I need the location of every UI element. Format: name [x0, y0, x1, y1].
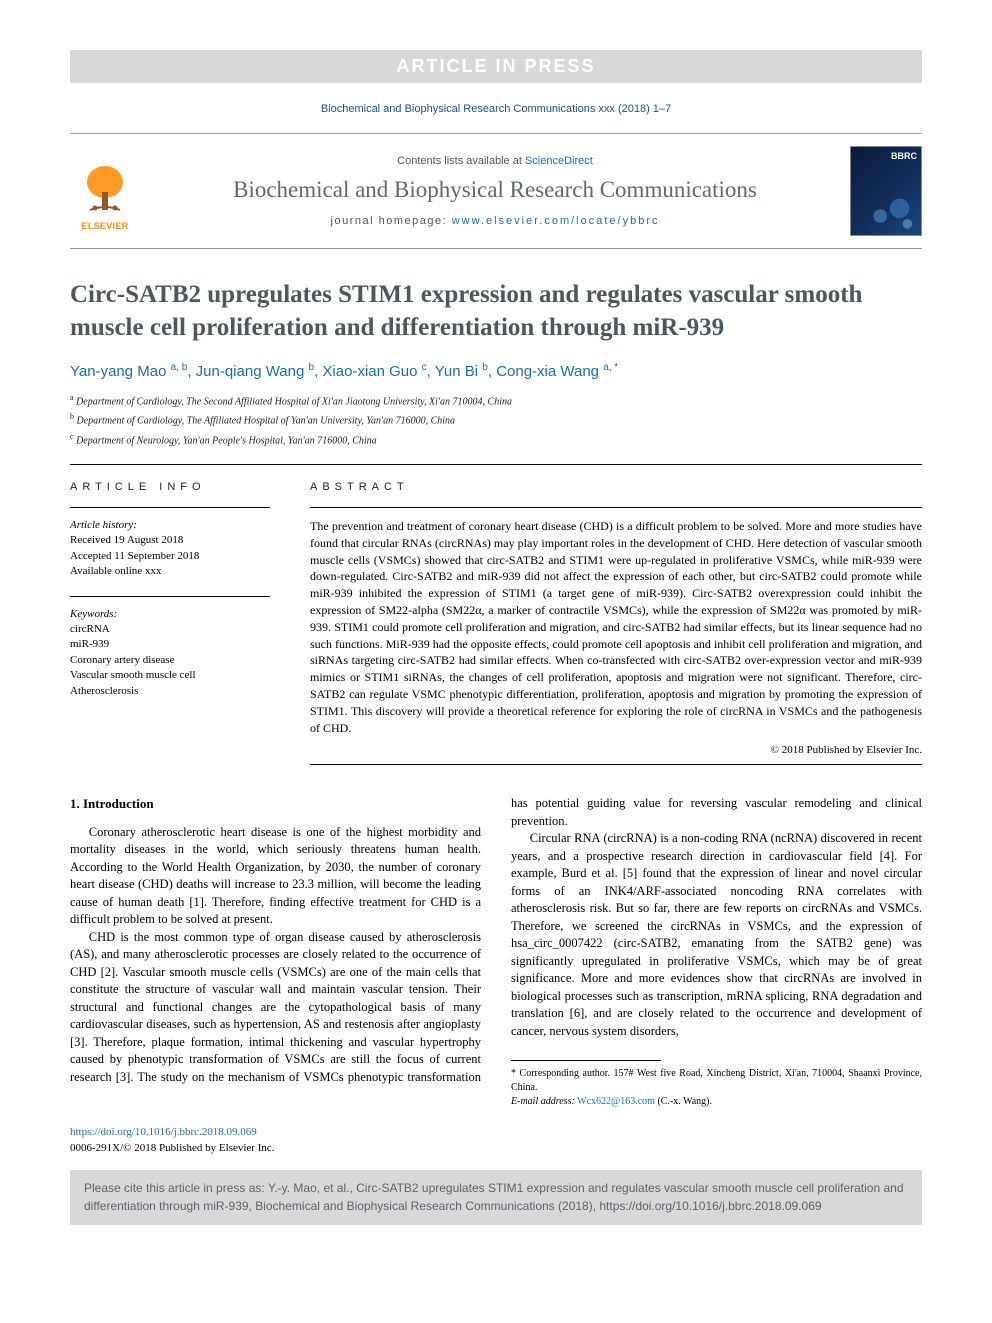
affil-mark: b	[70, 412, 74, 421]
author-name[interactable]: Cong-xia Wang	[496, 363, 599, 380]
elsevier-wordmark: ELSEVIER	[82, 221, 129, 231]
author-name[interactable]: Yan-yang Mao	[70, 363, 166, 380]
info-abstract-row: ARTICLE INFO Article history: Received 1…	[70, 481, 922, 765]
keyword: Atherosclerosis	[70, 684, 270, 699]
affil-text: Department of Cardiology, The Affiliated…	[77, 416, 456, 427]
article-in-press-banner: ARTICLE IN PRESS	[70, 50, 922, 83]
accepted-date: Accepted 11 September 2018	[70, 549, 270, 564]
issn-copyright: 0006-291X/© 2018 Published by Elsevier I…	[70, 1142, 275, 1154]
affiliation: b Department of Cardiology, The Affiliat…	[70, 411, 922, 428]
body-paragraph: Coronary atherosclerotic heart disease i…	[70, 824, 481, 929]
affil-mark: c	[70, 432, 74, 441]
abstract-text: The prevention and treatment of coronary…	[310, 507, 922, 736]
homepage-prefix: journal homepage:	[331, 215, 452, 227]
journal-name: Biochemical and Biophysical Research Com…	[158, 177, 832, 203]
author-mark: c	[422, 362, 427, 373]
available-online: Available online xxx	[70, 564, 270, 579]
article-title: Circ-SATB2 upregulates STIM1 expression …	[70, 279, 922, 344]
journal-masthead: ELSEVIER Contents lists available at Sci…	[70, 133, 922, 249]
author-mark: b	[482, 362, 488, 373]
author-mark: a, *	[603, 362, 618, 373]
body-text: 1. Introduction Coronary atherosclerotic…	[70, 795, 922, 1109]
journal-cover-thumbnail: BBRC	[850, 146, 922, 236]
keyword: Coronary artery disease	[70, 653, 270, 668]
keywords-label: Keywords:	[70, 607, 270, 622]
keywords-block: Keywords: circRNA miR-939 Coronary arter…	[70, 596, 270, 699]
journal-homepage-link[interactable]: www.elsevier.com/locate/ybbrc	[452, 215, 660, 227]
affil-text: Department of Cardiology, The Second Aff…	[76, 396, 512, 407]
email-link[interactable]: Wcx622@163.com	[577, 1096, 655, 1107]
reference-line: Biochemical and Biophysical Research Com…	[70, 103, 922, 115]
affil-mark: a	[70, 393, 74, 402]
sciencedirect-link[interactable]: ScienceDirect	[525, 155, 593, 167]
author-name[interactable]: Xiao-xian Guo	[322, 363, 417, 380]
email-suffix: (C.-x. Wang).	[657, 1096, 712, 1107]
cover-art-icon	[851, 148, 921, 236]
doi-link[interactable]: https://doi.org/10.1016/j.bbrc.2018.09.0…	[70, 1126, 257, 1138]
abstract-copyright: © 2018 Published by Elsevier Inc.	[310, 744, 922, 756]
keyword: circRNA	[70, 622, 270, 637]
author-name[interactable]: Jun-qiang Wang	[196, 363, 305, 380]
affiliation: c Department of Neurology, Yan'an People…	[70, 431, 922, 448]
keyword: miR-939	[70, 637, 270, 652]
received-date: Received 19 August 2018	[70, 533, 270, 548]
doi-block: https://doi.org/10.1016/j.bbrc.2018.09.0…	[70, 1125, 922, 1156]
introduction-heading: 1. Introduction	[70, 795, 481, 813]
abstract-heading: ABSTRACT	[310, 481, 922, 493]
abstract-column: ABSTRACT The prevention and treatment of…	[310, 481, 922, 765]
journal-homepage-line: journal homepage: www.elsevier.com/locat…	[158, 215, 832, 227]
footnote-separator	[511, 1060, 661, 1061]
author-name[interactable]: Yun Bi	[435, 363, 478, 380]
article-info-heading: ARTICLE INFO	[70, 481, 270, 493]
corresponding-footnote: * Corresponding author. 157# West five R…	[511, 1067, 922, 1095]
contents-prefix: Contents lists available at	[397, 155, 525, 167]
author-mark: b	[309, 362, 315, 373]
author-mark: a, b	[171, 362, 188, 373]
divider	[310, 764, 922, 765]
author-list: Yan-yang Mao a, b, Jun-qiang Wang b, Xia…	[70, 362, 922, 380]
elsevier-tree-icon	[80, 164, 130, 219]
article-page: ARTICLE IN PRESS Biochemical and Biophys…	[0, 0, 992, 1255]
body-paragraph: Circular RNA (circRNA) is a non-coding R…	[511, 830, 922, 1040]
article-info-column: ARTICLE INFO Article history: Received 1…	[70, 481, 270, 765]
email-footnote: E-mail address: Wcx622@163.com (C.-x. Wa…	[511, 1095, 922, 1109]
history-label: Article history:	[70, 518, 270, 533]
contents-available-line: Contents lists available at ScienceDirec…	[158, 155, 832, 167]
elsevier-logo: ELSEVIER	[70, 151, 140, 231]
masthead-center: Contents lists available at ScienceDirec…	[158, 155, 832, 227]
email-label: E-mail address:	[511, 1096, 575, 1107]
article-history-block: Article history: Received 19 August 2018…	[70, 507, 270, 580]
keyword: Vascular smooth muscle cell	[70, 668, 270, 683]
citation-box: Please cite this article in press as: Y.…	[70, 1170, 922, 1225]
affil-text: Department of Neurology, Yan'an People's…	[76, 435, 377, 446]
affiliation: a Department of Cardiology, The Second A…	[70, 392, 922, 409]
divider	[70, 464, 922, 465]
